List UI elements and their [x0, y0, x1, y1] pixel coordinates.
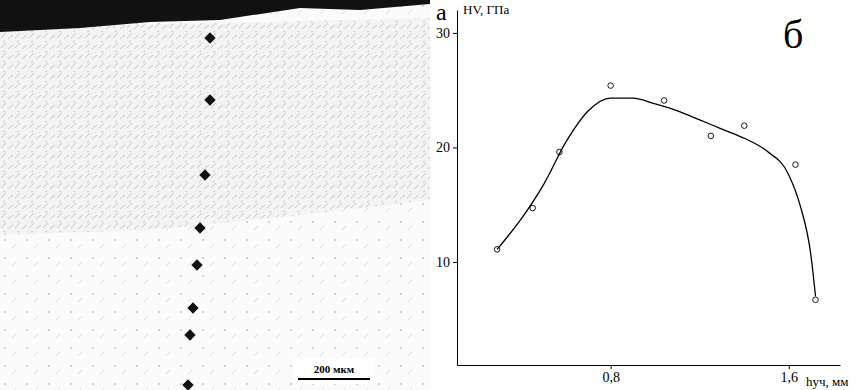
indent: [204, 32, 215, 43]
x-axis-title: hуч, мм: [806, 374, 849, 389]
tick-mark: [453, 33, 457, 34]
figure: 200 мкм а б 0,8 1,6 10 20 30 HV, ГПа hуч, мм: [0, 0, 868, 390]
axis-line: [458, 365, 841, 366]
x-axis: 0,8 1,6: [458, 365, 841, 385]
y-axis-title: HV, ГПа: [463, 2, 510, 17]
tick-label: 20: [436, 140, 450, 155]
indent: [194, 222, 205, 233]
indent: [187, 302, 198, 313]
scale-bar-bg: [293, 358, 375, 384]
tick-label: 0,8: [602, 370, 620, 385]
tick-mark: [789, 365, 790, 369]
point: [608, 83, 614, 89]
tick: 10: [436, 255, 457, 270]
micrograph-lower: [0, 0, 430, 390]
tick: 20: [436, 140, 457, 155]
indent: [191, 259, 202, 270]
point: [793, 162, 799, 168]
tick-mark: [453, 147, 457, 148]
indent: [184, 329, 195, 340]
tick-mark: [611, 365, 612, 369]
indent: [199, 169, 210, 180]
tick: 1,6: [781, 365, 799, 385]
tick-mark: [453, 262, 457, 263]
tick: 30: [436, 26, 457, 41]
panel-label-bg: [432, 0, 454, 26]
tick-label: 1,6: [781, 370, 799, 385]
tick-label: 10: [436, 255, 450, 270]
tick: 0,8: [602, 365, 620, 385]
plot-area: [494, 83, 818, 303]
panel-label: а: [436, 0, 447, 25]
axis-line: [457, 11, 458, 366]
indent: [182, 379, 193, 390]
mount-dark: [0, 0, 430, 32]
point: [813, 297, 819, 303]
indent: [204, 94, 215, 105]
curve: [497, 98, 815, 296]
point: [741, 123, 747, 129]
scale-bar-label: 200 мкм: [314, 363, 355, 375]
scale-bar: [298, 378, 370, 380]
point: [708, 133, 714, 139]
panel-a: 200 мкм: [0, 0, 454, 390]
tick-label: 30: [436, 26, 450, 41]
micrograph-layer: [0, 18, 430, 235]
panel-label: б: [783, 12, 803, 57]
y-axis: 10 20 30: [436, 11, 458, 366]
point: [661, 98, 667, 104]
